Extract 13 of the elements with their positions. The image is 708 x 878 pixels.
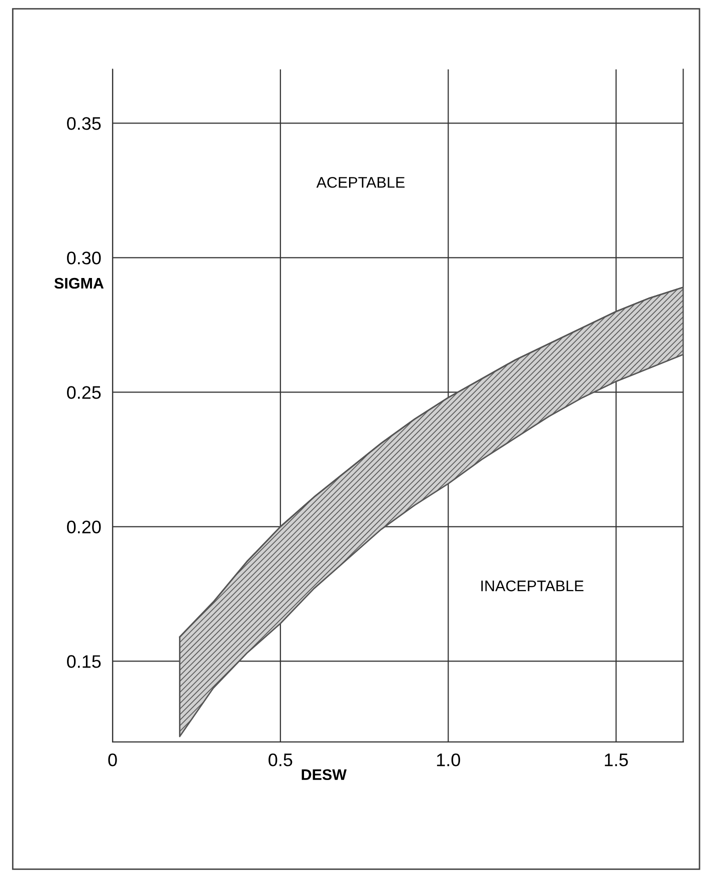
y-tick-label: 0.25 [67, 386, 101, 399]
y-axis-title: SIGMA [54, 278, 104, 289]
y-tick-label: 0.30 [67, 252, 101, 264]
x-tick-label: 0.5 [268, 754, 292, 766]
y-tick-label: 0.15 [67, 655, 101, 668]
annotation: INACEPTABLE [481, 580, 584, 592]
x-tick-label: 0 [108, 754, 117, 766]
y-tick-label: 0.20 [67, 520, 101, 534]
x-axis-title: DESW [302, 769, 347, 780]
x-tick-label: 1.5 [604, 754, 628, 766]
annotation: ACEPTABLE [316, 176, 405, 188]
y-tick-label: 0.35 [67, 117, 101, 130]
x-tick-label: 1.0 [437, 754, 460, 766]
